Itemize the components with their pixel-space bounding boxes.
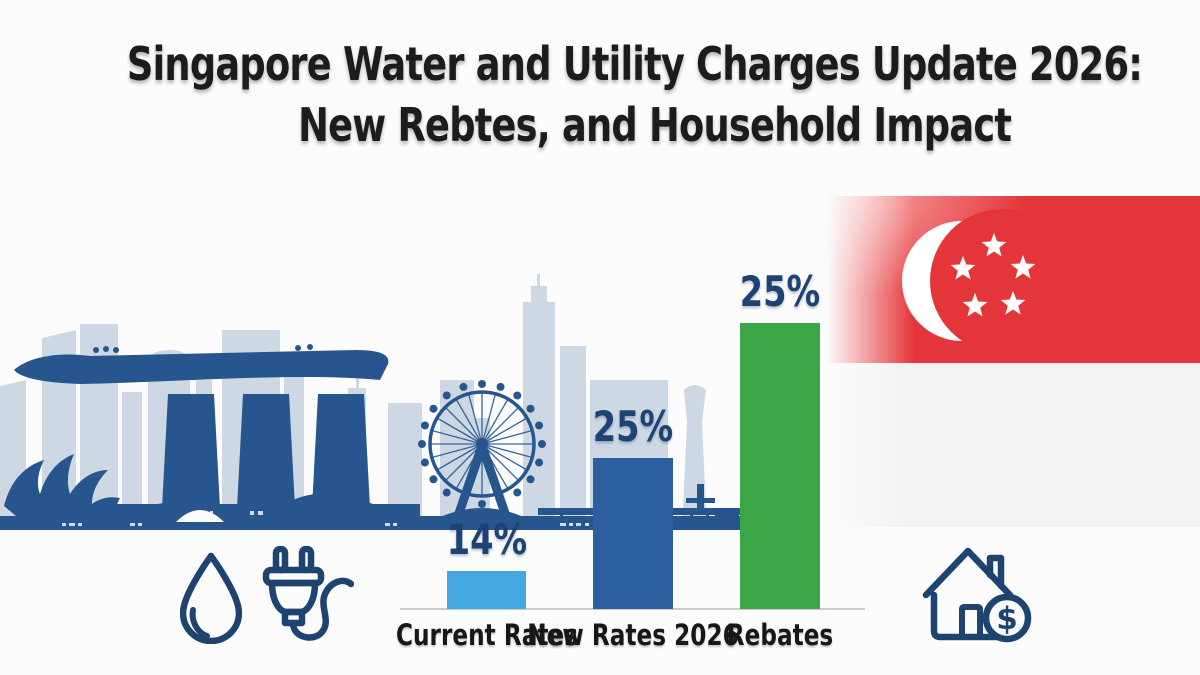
power-plug-icon [262, 546, 354, 641]
bar-category-label-current-rates: Current Rates [395, 618, 578, 652]
bar-rebates [740, 323, 820, 609]
bar-category-label-new-rates-2026: New Rates 2026 [527, 618, 739, 652]
title-line-2: New Rebtes, and Household Impact [298, 97, 1012, 152]
bar-category-label-rebates: Rebates [726, 618, 834, 652]
bar-new-rates-2026 [593, 458, 673, 609]
skyline-foreground [0, 344, 745, 530]
marina-bay-sands-silhouette [14, 344, 389, 508]
bar-current-rates [447, 571, 526, 609]
artscience-museum-silhouette [4, 454, 120, 520]
bar-value-label-new-rates-2026: 25% [592, 402, 674, 451]
flag-left-fade [819, 196, 914, 527]
bar-value-label-rebates: 25% [739, 267, 821, 316]
chart-baseline [400, 608, 865, 610]
flag-crescent-and-stars [902, 209, 1074, 353]
title-line-1: Singapore Water and Utility Charges Upda… [126, 37, 1143, 91]
bar-value-label-current-rates: 14% [446, 515, 527, 564]
singapore-flag [819, 196, 1200, 527]
singapore-skyline-illustration [0, 274, 745, 530]
page-title: Singapore Water and Utility Charges Upda… [0, 34, 1200, 155]
water-drop-icon [180, 552, 242, 644]
house-dollar-icon: $ [922, 547, 1032, 643]
dollar-sign: $ [996, 601, 1018, 637]
singapore-flyer-wheel [418, 380, 546, 527]
